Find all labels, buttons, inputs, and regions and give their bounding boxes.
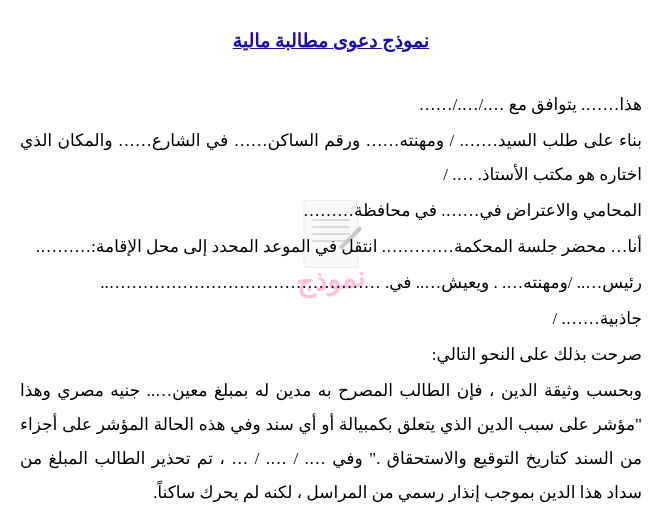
paragraph-court: أنا… محضر جلسة المحكمة…………. انتقل في الم…	[20, 230, 642, 264]
page-title: نموذج دعوى مطالبة مالية	[20, 30, 642, 53]
paragraph-declared: صرحت بذلك على النحو التالي:	[20, 338, 642, 372]
paragraph-date: هذا……. يتوافق مع …./…./……	[20, 88, 642, 122]
document-content: نموذج دعوى مطالبة مالية هذا……. يتوافق مع…	[20, 30, 642, 510]
paragraph-lawyer: المحامي والاعتراض في……. في محافظة………	[20, 194, 642, 228]
paragraph-request: بناء على طلب السيد……. / ومهنته…… ورقم ال…	[20, 124, 642, 192]
paragraph-attraction: جاذبية……. /	[20, 302, 642, 336]
paragraph-president: رئيس….. /ومهنته…. . ويعيش….. في. ……………………	[20, 266, 642, 300]
paragraph-debt: وبحسب وثيقة الدين ، فإن الطالب المصرح به…	[20, 374, 642, 510]
